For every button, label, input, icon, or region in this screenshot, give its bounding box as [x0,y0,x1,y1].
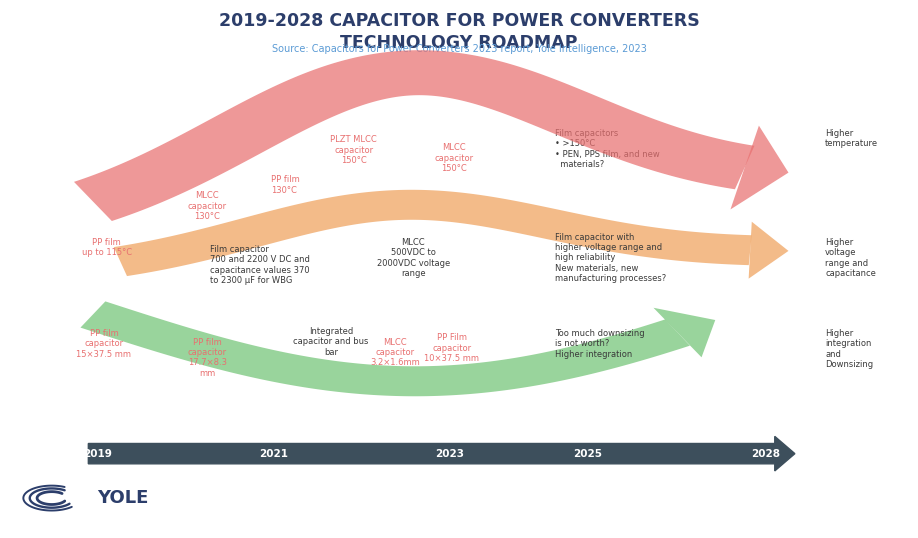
Text: PLZT MLCC
capacitor
150°C: PLZT MLCC capacitor 150°C [330,135,377,165]
Text: Source: Capacitors for Power Converters 2023 report, Yole Intelligence, 2023: Source: Capacitors for Power Converters … [272,44,646,54]
Text: 2019: 2019 [83,449,112,459]
Text: Film capacitors
• >150°C
• PEN, PPS film, and new
  materials?: Film capacitors • >150°C • PEN, PPS film… [555,129,660,169]
Polygon shape [74,50,755,221]
Text: Higher
integration
and
Downsizing: Higher integration and Downsizing [825,329,873,369]
Text: MLCC
500VDC to
2000VDC voltage
range: MLCC 500VDC to 2000VDC voltage range [376,238,450,278]
Polygon shape [731,126,789,209]
Polygon shape [654,308,715,357]
Text: PP film
up to 115°C: PP film up to 115°C [82,238,131,257]
Text: Higher
voltage
range and
capacitance: Higher voltage range and capacitance [825,238,876,278]
Text: Higher
temperature: Higher temperature [825,129,879,148]
Polygon shape [749,222,789,279]
Text: PP Film
capacitor
10×37.5 mm: PP Film capacitor 10×37.5 mm [424,333,479,363]
Text: Film capacitor with
higher voltage range and
high reliability
New materials, new: Film capacitor with higher voltage range… [555,232,666,283]
Text: PP film
capacitor
17.7×8.3
mm: PP film capacitor 17.7×8.3 mm [188,337,227,378]
Text: Integrated
capacitor and bus
bar: Integrated capacitor and bus bar [293,327,368,357]
Text: MLCC
capacitor
150°C: MLCC capacitor 150°C [435,143,474,173]
Text: 2025: 2025 [573,449,601,459]
Polygon shape [81,301,690,397]
Polygon shape [114,190,752,276]
Text: PP film
capacitor
15×37.5 mm: PP film capacitor 15×37.5 mm [76,329,131,359]
Text: PP film
130°C: PP film 130°C [272,175,300,195]
Text: Too much downsizing
is not worth?
Higher integration: Too much downsizing is not worth? Higher… [555,329,644,359]
Text: MLCC
capacitor
130°C: MLCC capacitor 130°C [188,192,227,221]
Text: Film capacitor
700 and 2200 V DC and
capacitance values 370
to 2300 µF for WBG: Film capacitor 700 and 2200 V DC and cap… [210,245,310,285]
FancyArrow shape [88,436,795,471]
Text: 2021: 2021 [259,449,287,459]
Text: 2019-2028 CAPACITOR FOR POWER CONVERTERS
TECHNOLOGY ROADMAP: 2019-2028 CAPACITOR FOR POWER CONVERTERS… [218,12,700,52]
Text: 2023: 2023 [435,449,465,459]
Text: YOLE: YOLE [97,489,149,507]
Text: MLCC
capacitor
3.2×1.6mm: MLCC capacitor 3.2×1.6mm [370,337,420,367]
Text: 2028: 2028 [751,449,780,459]
